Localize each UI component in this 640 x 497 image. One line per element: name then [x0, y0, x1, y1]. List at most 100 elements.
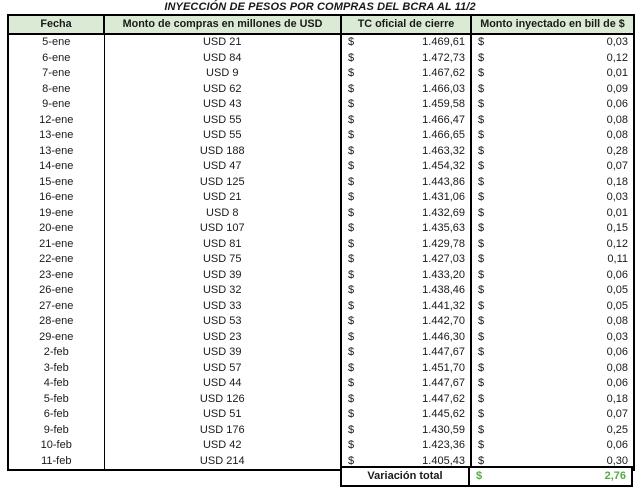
cell-monto-compras[interactable]: USD 126 — [104, 391, 342, 407]
cell-monto-inyectado[interactable]: $0,18 — [471, 175, 634, 191]
cell-fecha[interactable]: 29-ene — [8, 329, 105, 345]
cell-tc-oficial[interactable]: $1.466,03 — [341, 81, 472, 97]
cell-monto-compras[interactable]: USD 75 — [104, 252, 342, 268]
cell-monto-compras[interactable]: USD 44 — [104, 376, 342, 392]
cell-monto-inyectado[interactable]: $0,07 — [471, 159, 634, 175]
cell-fecha[interactable]: 6-feb — [8, 407, 105, 423]
cell-monto-compras[interactable]: USD 43 — [104, 97, 342, 113]
cell-monto-compras[interactable]: USD 107 — [104, 221, 342, 237]
cell-monto-compras[interactable]: USD 9 — [104, 66, 342, 82]
cell-monto-compras[interactable]: USD 188 — [104, 143, 342, 159]
cell-tc-oficial[interactable]: $1.447,67 — [341, 376, 472, 392]
cell-monto-inyectado[interactable]: $0,05 — [471, 283, 634, 299]
cell-monto-compras[interactable]: USD 47 — [104, 159, 342, 175]
cell-fecha[interactable]: 14-ene — [8, 159, 105, 175]
cell-monto-inyectado[interactable]: $0,07 — [471, 407, 634, 423]
cell-monto-compras[interactable]: USD 84 — [104, 50, 342, 66]
cell-monto-inyectado[interactable]: $0,01 — [471, 206, 634, 222]
cell-fecha[interactable]: 2-feb — [8, 345, 105, 361]
variacion-total-label[interactable]: Variación total — [340, 466, 470, 487]
cell-tc-oficial[interactable]: $1.405,43 — [341, 453, 472, 470]
cell-tc-oficial[interactable]: $1.447,62 — [341, 391, 472, 407]
cell-tc-oficial[interactable]: $1.431,06 — [341, 190, 472, 206]
cell-tc-oficial[interactable]: $1.429,78 — [341, 236, 472, 252]
cell-monto-compras[interactable]: USD 32 — [104, 283, 342, 299]
header-monto-inyectado[interactable]: Monto inyectado en bill de $ — [470, 14, 635, 35]
cell-monto-inyectado[interactable]: $0,11 — [471, 252, 634, 268]
cell-monto-inyectado[interactable]: $0,12 — [471, 237, 634, 253]
variacion-total-cell[interactable]: $2,76 — [470, 466, 633, 487]
cell-monto-compras[interactable]: USD 81 — [104, 236, 342, 252]
cell-fecha[interactable]: 9-feb — [8, 422, 105, 438]
cell-monto-inyectado[interactable]: $0,28 — [471, 144, 634, 160]
cell-monto-compras[interactable]: USD 55 — [104, 128, 342, 144]
cell-monto-inyectado[interactable]: $0,06 — [471, 345, 634, 361]
cell-fecha[interactable]: 3-feb — [8, 360, 105, 376]
cell-tc-oficial[interactable]: $1.454,32 — [341, 159, 472, 175]
cell-monto-compras[interactable]: USD 214 — [104, 453, 342, 470]
cell-monto-compras[interactable]: USD 21 — [104, 34, 342, 51]
cell-fecha[interactable]: 4-feb — [8, 376, 105, 392]
cell-fecha[interactable]: 22-ene — [8, 252, 105, 268]
cell-monto-compras[interactable]: USD 176 — [104, 422, 342, 438]
cell-tc-oficial[interactable]: $1.442,70 — [341, 314, 472, 330]
cell-monto-compras[interactable]: USD 53 — [104, 314, 342, 330]
cell-monto-inyectado[interactable]: $0,15 — [471, 221, 634, 237]
header-monto-compras[interactable]: Monto de compras en millones de USD — [103, 14, 342, 35]
cell-fecha[interactable]: 21-ene — [8, 236, 105, 252]
cell-tc-oficial[interactable]: $1.467,62 — [341, 66, 472, 82]
cell-fecha[interactable]: 26-ene — [8, 283, 105, 299]
cell-tc-oficial[interactable]: $1.466,65 — [341, 128, 472, 144]
cell-monto-inyectado[interactable]: $0,03 — [471, 190, 634, 206]
cell-fecha[interactable]: 12-ene — [8, 112, 105, 128]
cell-tc-oficial[interactable]: $1.447,67 — [341, 345, 472, 361]
cell-fecha[interactable]: 19-ene — [8, 205, 105, 221]
cell-fecha[interactable]: 16-ene — [8, 190, 105, 206]
cell-fecha[interactable]: 6-ene — [8, 50, 105, 66]
cell-monto-inyectado[interactable]: $0,01 — [471, 66, 634, 82]
cell-tc-oficial[interactable]: $1.443,86 — [341, 174, 472, 190]
cell-monto-inyectado[interactable]: $0,08 — [471, 314, 634, 330]
cell-fecha[interactable]: 13-ene — [8, 128, 105, 144]
cell-monto-compras[interactable]: USD 33 — [104, 298, 342, 314]
cell-monto-compras[interactable]: USD 51 — [104, 407, 342, 423]
cell-monto-compras[interactable]: USD 39 — [104, 267, 342, 283]
cell-tc-oficial[interactable]: $1.433,20 — [341, 267, 472, 283]
cell-tc-oficial[interactable]: $1.435,63 — [341, 221, 472, 237]
cell-fecha[interactable]: 23-ene — [8, 267, 105, 283]
cell-fecha[interactable]: 27-ene — [8, 298, 105, 314]
cell-fecha[interactable]: 11-feb — [8, 453, 105, 470]
cell-tc-oficial[interactable]: $1.438,46 — [341, 283, 472, 299]
cell-monto-inyectado[interactable]: $0,25 — [471, 423, 634, 439]
cell-monto-compras[interactable]: USD 55 — [104, 112, 342, 128]
cell-monto-inyectado[interactable]: $0,12 — [471, 51, 634, 67]
cell-tc-oficial[interactable]: $1.466,47 — [341, 112, 472, 128]
cell-tc-oficial[interactable]: $1.459,58 — [341, 97, 472, 113]
cell-monto-compras[interactable]: USD 8 — [104, 205, 342, 221]
cell-monto-inyectado[interactable]: $0,06 — [471, 438, 634, 454]
cell-monto-inyectado[interactable]: $0,18 — [471, 392, 634, 408]
cell-fecha[interactable]: 28-ene — [8, 314, 105, 330]
cell-monto-compras[interactable]: USD 42 — [104, 438, 342, 454]
cell-monto-compras[interactable]: USD 125 — [104, 174, 342, 190]
cell-tc-oficial[interactable]: $1.446,30 — [341, 329, 472, 345]
cell-monto-inyectado[interactable]: $0,08 — [471, 361, 634, 377]
cell-fecha[interactable]: 7-ene — [8, 66, 105, 82]
cell-monto-compras[interactable]: USD 62 — [104, 81, 342, 97]
cell-monto-inyectado[interactable]: $0,06 — [471, 97, 634, 113]
cell-tc-oficial[interactable]: $1.423,36 — [341, 438, 472, 454]
cell-monto-inyectado[interactable]: $0,06 — [471, 268, 634, 284]
cell-monto-inyectado[interactable]: $0,09 — [471, 82, 634, 98]
cell-monto-compras[interactable]: USD 39 — [104, 345, 342, 361]
cell-monto-inyectado[interactable]: $0,05 — [471, 299, 634, 315]
cell-tc-oficial[interactable]: $1.451,70 — [341, 360, 472, 376]
cell-fecha[interactable]: 13-ene — [8, 143, 105, 159]
cell-tc-oficial[interactable]: $1.430,59 — [341, 422, 472, 438]
cell-monto-inyectado[interactable]: $0,03 — [471, 330, 634, 346]
cell-tc-oficial[interactable]: $1.432,69 — [341, 205, 472, 221]
cell-monto-compras[interactable]: USD 57 — [104, 360, 342, 376]
cell-monto-compras[interactable]: USD 21 — [104, 190, 342, 206]
cell-fecha[interactable]: 10-feb — [8, 438, 105, 454]
cell-monto-inyectado[interactable]: $0,03 — [471, 34, 634, 51]
cell-tc-oficial[interactable]: $1.472,73 — [341, 50, 472, 66]
